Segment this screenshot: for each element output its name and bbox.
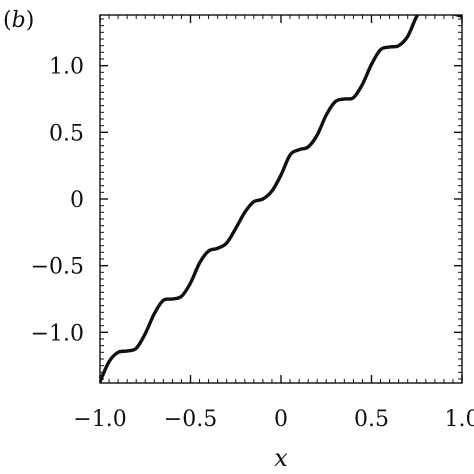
plot-frame <box>99 14 463 384</box>
x-tick-label: −1.0 <box>73 407 126 432</box>
y-tick-label: 0.5 <box>49 121 84 146</box>
y-tick-label: 0 <box>70 188 84 213</box>
panel-label: (b) <box>3 8 34 33</box>
x-tick-label: 1.0 <box>445 407 474 432</box>
x-tick-label: 0.5 <box>354 407 389 432</box>
x-tick-label: −0.5 <box>164 407 217 432</box>
y-tick-labels: −1.0 −0.5 0 0.5 1.0 <box>31 55 84 347</box>
major-ticks <box>99 15 463 383</box>
series-line <box>100 15 462 383</box>
x-tick-label: 0 <box>274 407 288 432</box>
y-tick-label: −0.5 <box>31 255 84 280</box>
panel-label-open: ( <box>3 8 12 33</box>
x-axis-title: x <box>274 444 288 472</box>
y-tick-label: −1.0 <box>31 321 84 346</box>
panel-label-close: ) <box>26 8 35 33</box>
panel-label-letter: b <box>12 8 26 33</box>
minor-ticks <box>100 15 462 383</box>
y-tick-label: 1.0 <box>49 55 84 80</box>
x-tick-labels: −1.0 −0.5 0 0.5 1.0 <box>73 407 474 432</box>
